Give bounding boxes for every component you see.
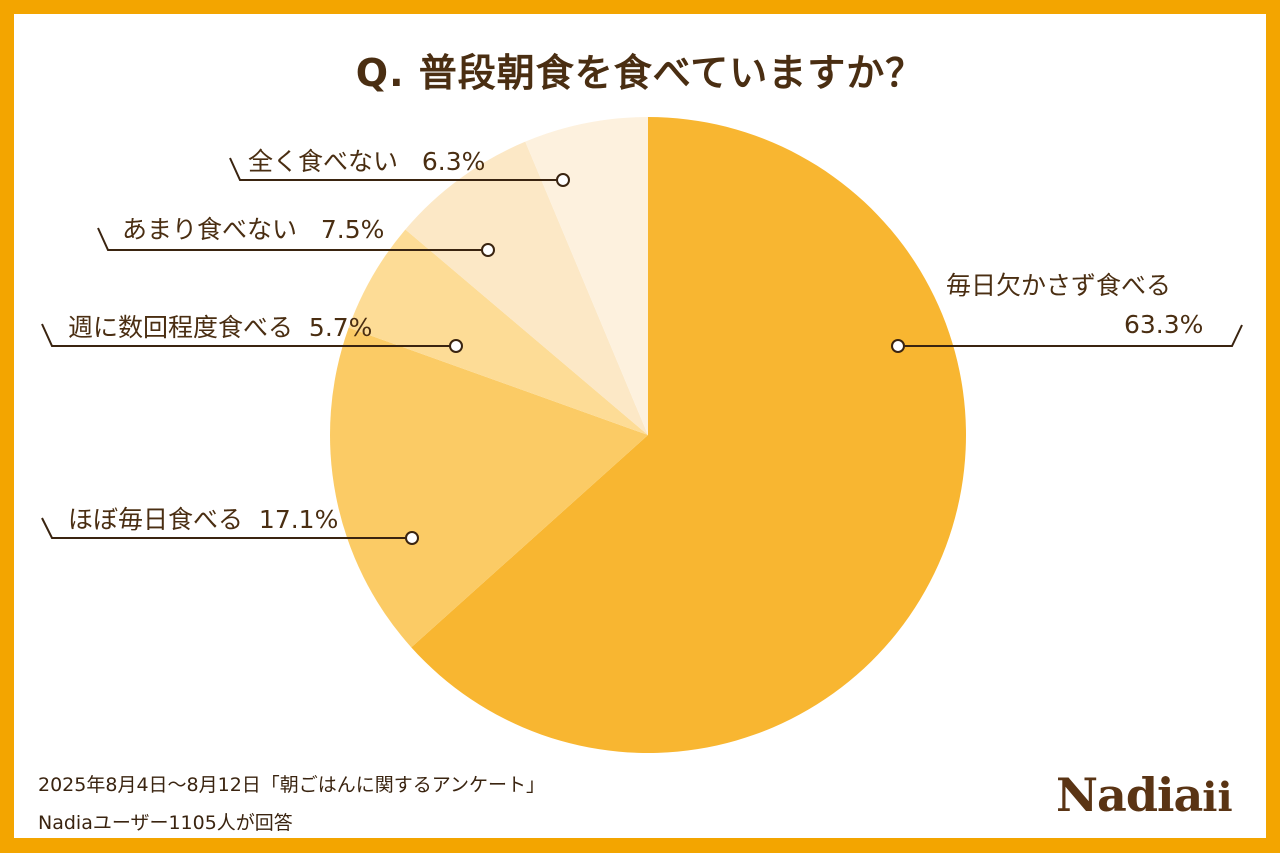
label-slice-0: 毎日欠かさず食べる bbox=[946, 271, 1172, 300]
pie-slice-1 bbox=[330, 327, 648, 648]
leader-line-1 bbox=[41, 517, 412, 539]
leader-dot-1 bbox=[405, 531, 419, 545]
pie-slice-2 bbox=[348, 229, 648, 435]
label-slice-1: ほぼ毎日食べる 17.1% bbox=[68, 505, 339, 534]
label-slice-2: 週に数回程度食べる 5.7% bbox=[68, 313, 373, 342]
respondent-count: Nadiaユーザー1105人が回答 bbox=[38, 812, 293, 834]
leader-dot-0 bbox=[891, 339, 905, 353]
survey-period: 2025年8月4日～8月12日「朝ごはんに関するアンケート」 bbox=[38, 774, 546, 796]
leader-line-0 bbox=[898, 324, 1243, 347]
leader-line-3 bbox=[97, 227, 488, 251]
pie-slice-0 bbox=[411, 117, 967, 753]
leader-dot-4 bbox=[556, 173, 570, 187]
leader-line-4 bbox=[229, 157, 563, 181]
nadia-logo: Nadiaⅱ bbox=[1056, 768, 1233, 822]
leader-line-2 bbox=[41, 323, 456, 347]
leader-dot-2 bbox=[449, 339, 463, 353]
pie-slice-3 bbox=[405, 141, 648, 435]
label-slice-4: 全く食べない 6.3% bbox=[248, 147, 486, 176]
label-slice-3: あまり食べない 7.5% bbox=[122, 215, 385, 244]
leader-dot-3 bbox=[481, 243, 495, 257]
pie-slice-4 bbox=[525, 117, 648, 435]
chart-title: Q. 普段朝食を食べていますか？ bbox=[355, 51, 925, 95]
value-slice-0: 63.3% bbox=[1124, 310, 1204, 339]
